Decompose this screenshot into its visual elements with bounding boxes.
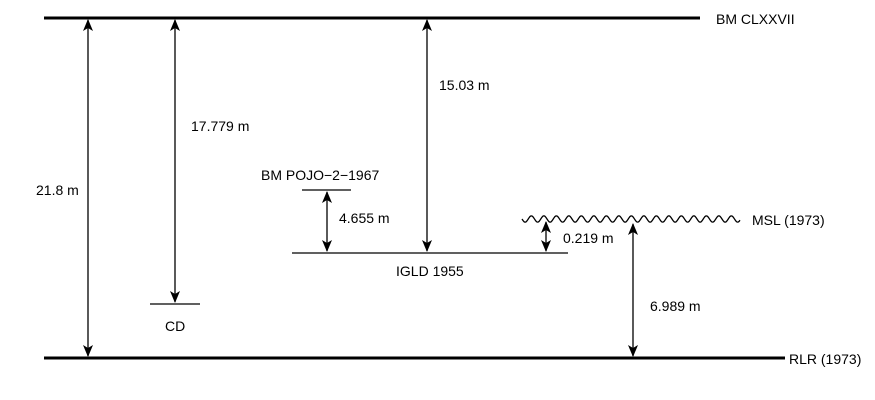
bm-to-igld-label: 15.03 m: [439, 77, 490, 93]
total-height-label: 21.8 m: [36, 182, 79, 198]
pojo-to-igld-label: 4.655 m: [339, 210, 390, 226]
rlr-to-msl-label: 6.989 m: [650, 298, 701, 314]
cd-label: CD: [165, 318, 185, 334]
msl-wave-line: [522, 216, 740, 222]
bm-pojo-label: BM POJO−2−1967: [261, 167, 380, 183]
rlr-label: RLR (1973): [789, 351, 861, 367]
bm-to-cd-label: 17.779 m: [191, 118, 249, 134]
bm-clxxvii-label: BM CLXXVII: [716, 11, 795, 27]
msl-to-igld-label: 0.219 m: [563, 230, 614, 246]
msl-label: MSL (1973): [752, 212, 825, 228]
igld-label: IGLD 1955: [396, 263, 464, 279]
